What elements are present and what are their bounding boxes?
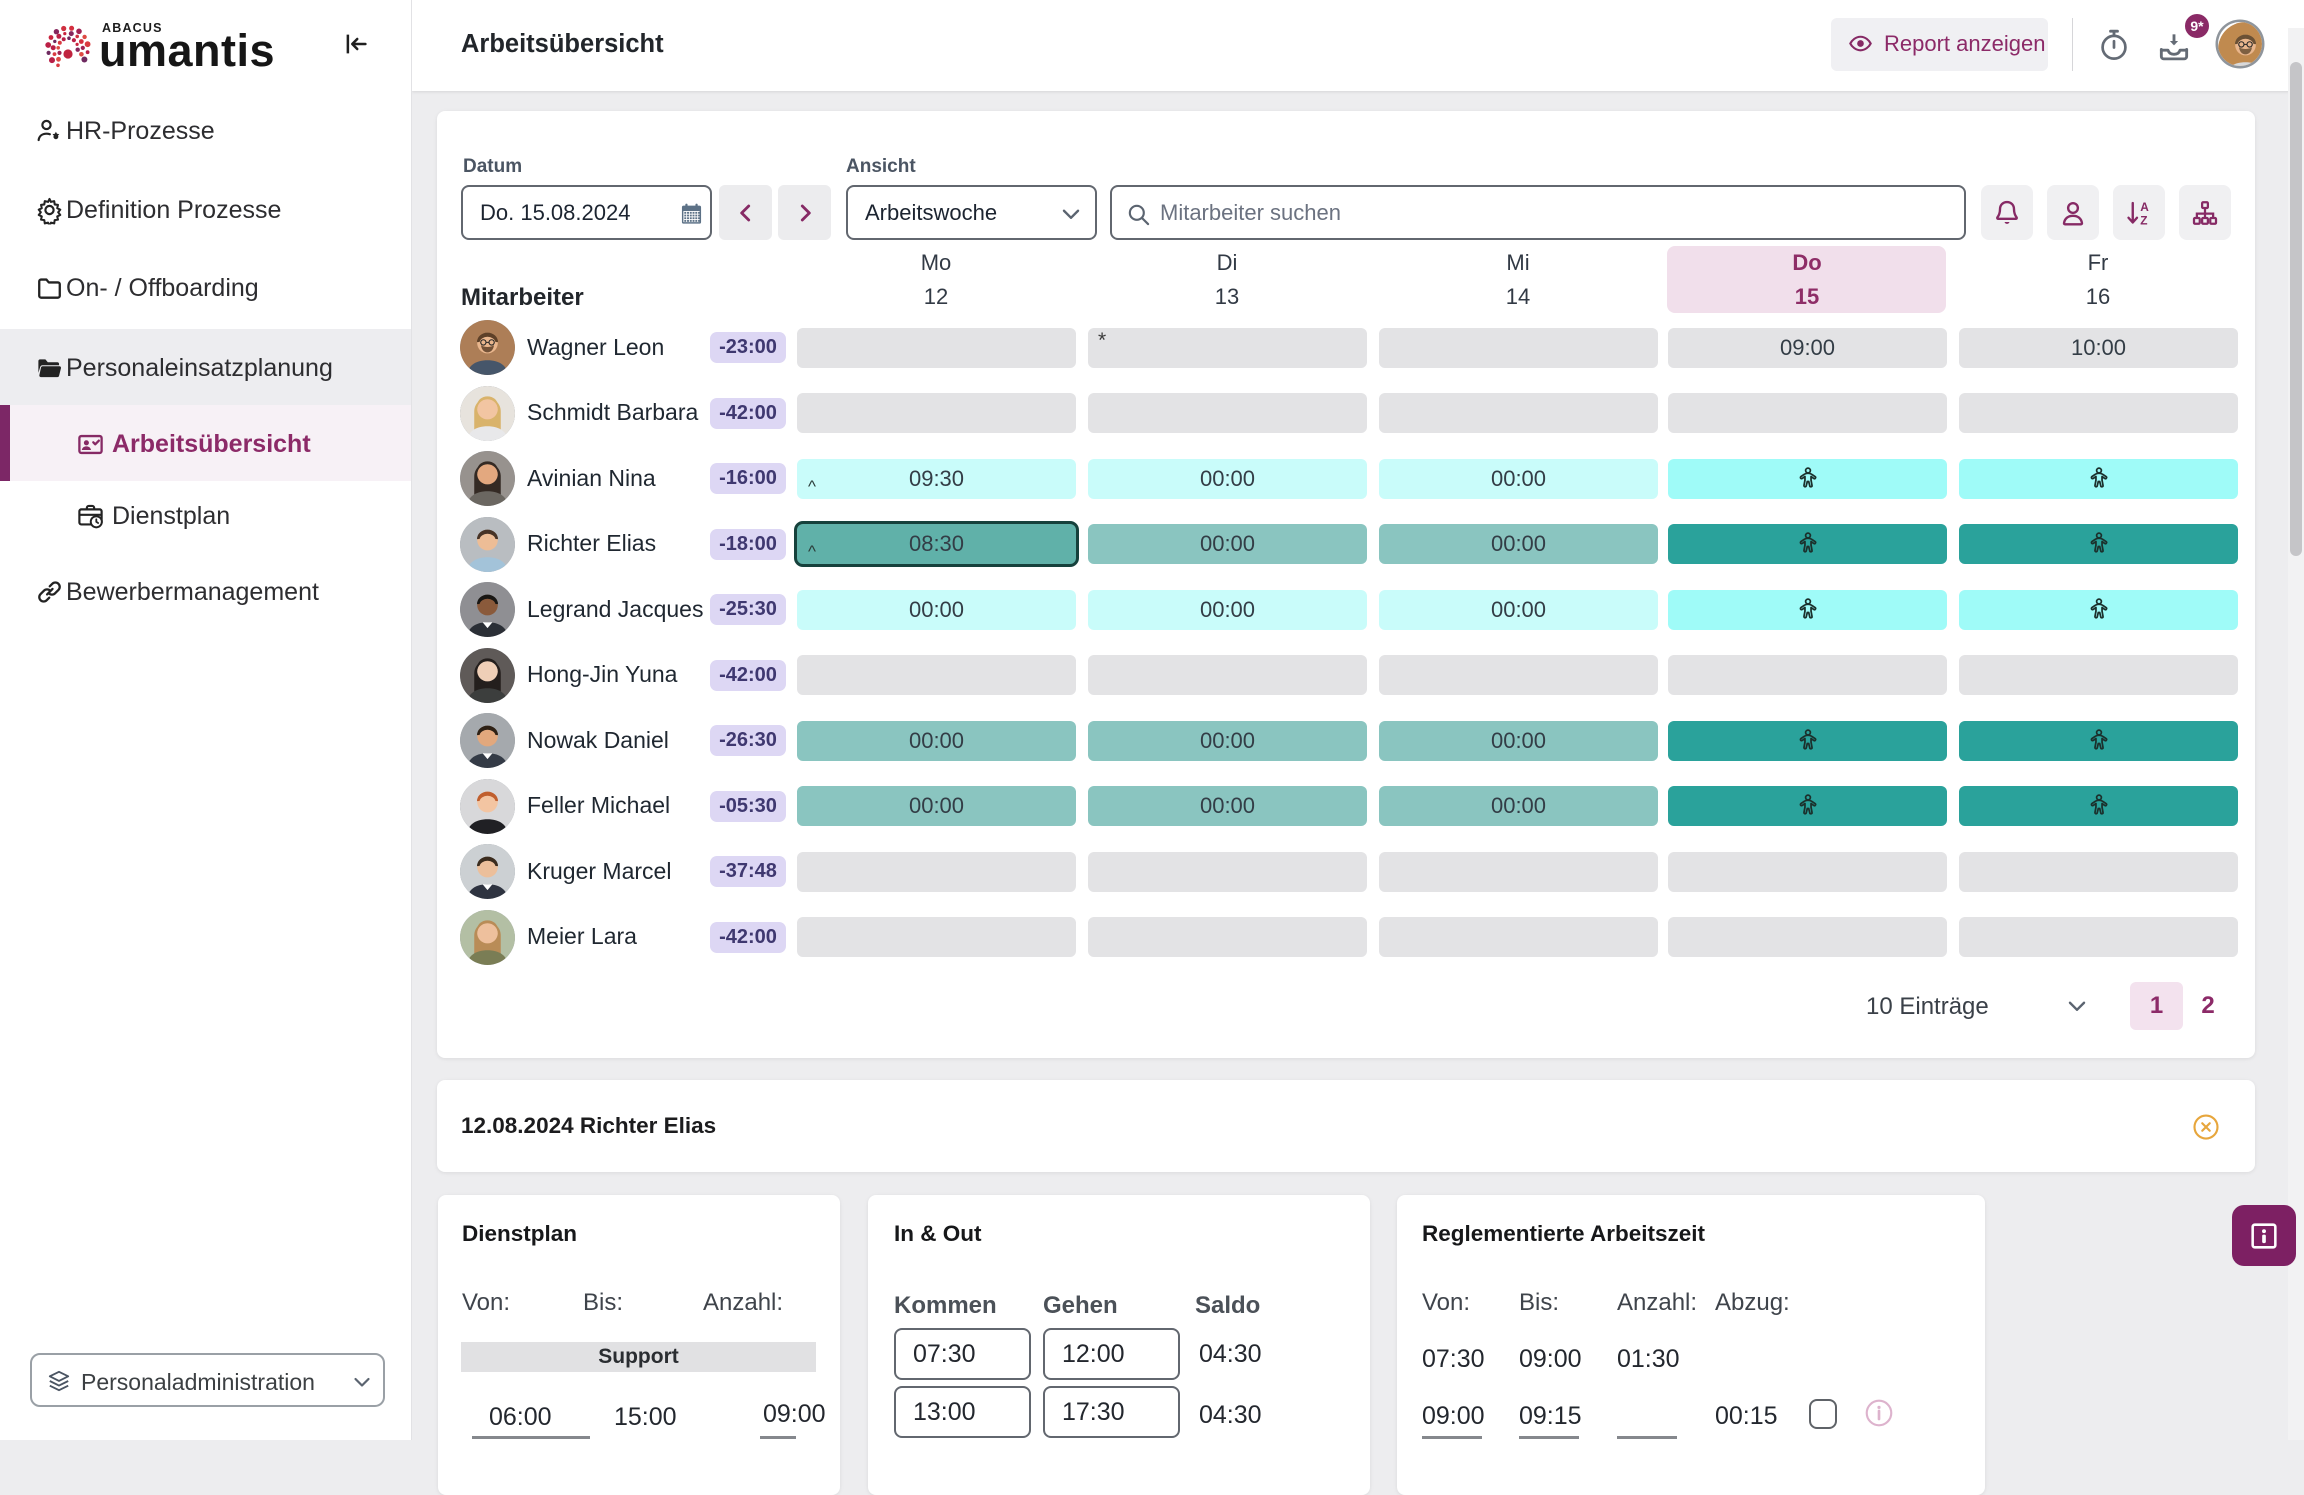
svg-text:Z: Z — [2140, 213, 2147, 227]
svg-text:A: A — [2140, 199, 2149, 213]
